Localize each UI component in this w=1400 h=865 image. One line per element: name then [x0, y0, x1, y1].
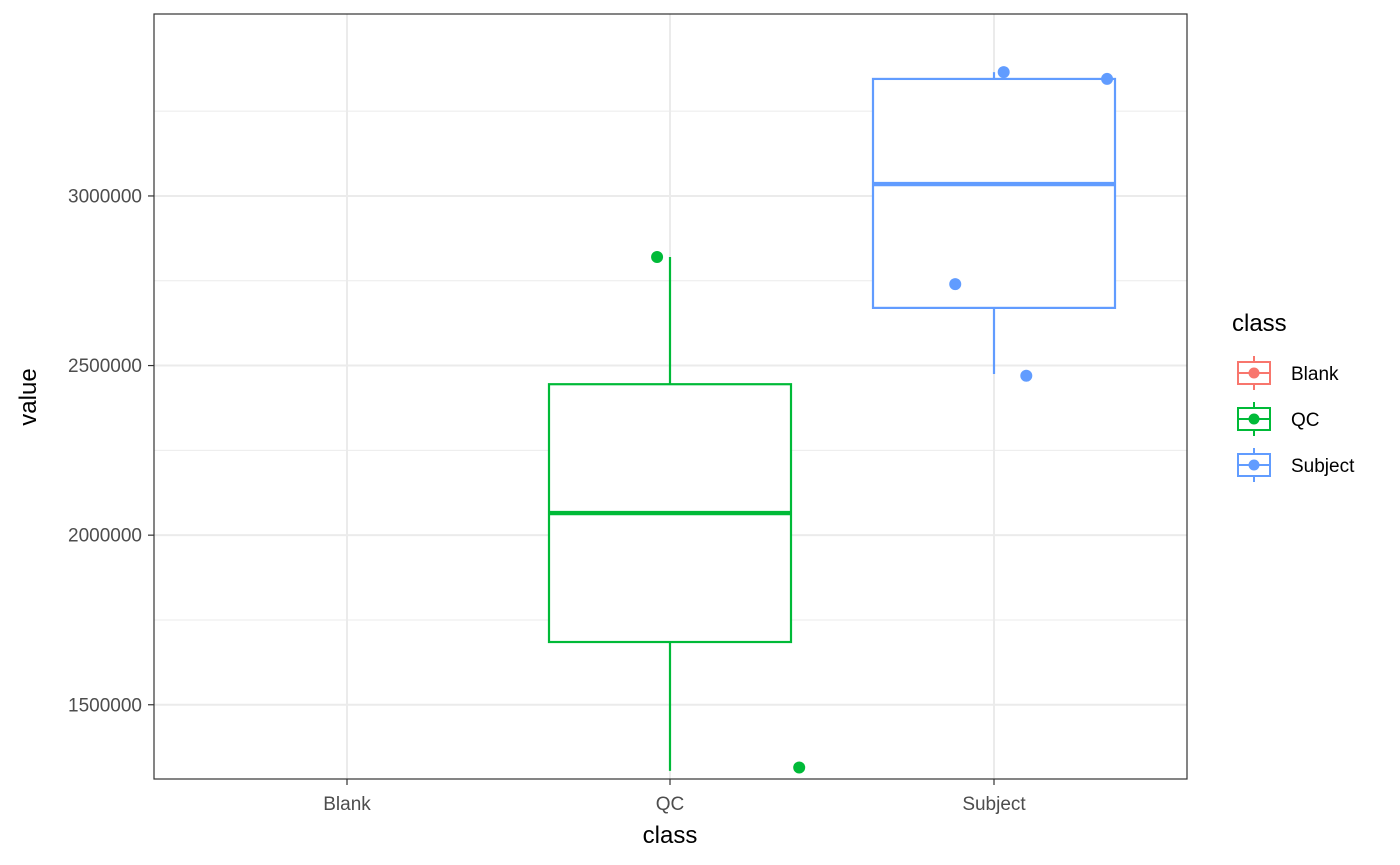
axis-layer: 1500000 2000000 2500000 3000000 Blank QC Subje…: [68, 186, 1026, 815]
legend-label: QC: [1291, 410, 1320, 431]
box-layer: [547, 72, 1117, 771]
x-tick-label: Subject: [962, 794, 1026, 815]
x-tick-label: QC: [656, 794, 685, 815]
data-point: [1101, 72, 1114, 85]
legend-key-point: [1248, 459, 1260, 471]
data-point: [949, 278, 962, 291]
legend-label: Subject: [1291, 456, 1355, 477]
legend-item-blank: Blank: [1237, 356, 1339, 390]
data-point: [997, 66, 1010, 79]
data-point: [793, 761, 806, 774]
legend-title: class: [1232, 310, 1287, 337]
x-tick-label: Blank: [323, 794, 371, 815]
y-tick-label: 3000000: [68, 186, 142, 207]
data-point: [651, 251, 664, 264]
y-axis-title: value: [15, 368, 42, 425]
legend: class Blank QC Subject: [1232, 310, 1355, 482]
legend-item-qc: QC: [1237, 402, 1320, 436]
x-axis-title: class: [643, 822, 698, 849]
y-tick-label: 2000000: [68, 526, 142, 547]
box-qc: [547, 257, 793, 771]
y-tick-label: 1500000: [68, 695, 142, 716]
y-tick-label: 2500000: [68, 356, 142, 377]
box-subject: [871, 72, 1117, 375]
legend-key-point: [1248, 413, 1260, 425]
data-point: [1020, 369, 1033, 382]
legend-key-point: [1248, 367, 1260, 379]
box-body: [871, 77, 1117, 309]
point-layer: [651, 66, 1114, 774]
legend-label: Blank: [1291, 364, 1339, 385]
legend-item-subject: Subject: [1237, 448, 1355, 482]
